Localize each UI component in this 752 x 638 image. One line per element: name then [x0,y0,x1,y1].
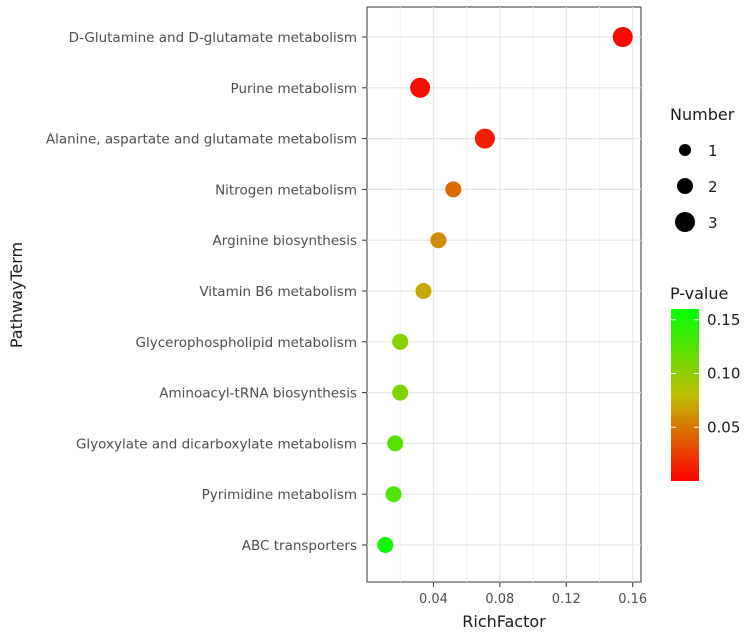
data-point [385,486,402,503]
size-legend-symbol [679,144,691,156]
color-legend-label: 0.05 [707,418,740,436]
color-legend-label: 0.10 [707,365,740,383]
data-point [430,232,447,249]
y-tick-label: Arginine biosynthesis [213,233,357,249]
color-legend-bar [671,309,699,481]
plot-background [366,6,642,583]
color-legend-ticks: 0.05 0.10 0.15 [671,311,740,436]
data-points [377,27,633,553]
data-point [392,333,409,350]
y-tick-label: Glyoxylate and dicarboxylate metabolism [76,436,357,452]
x-tick-label: 0.16 [618,592,647,607]
x-tick-label: 0.12 [552,592,581,607]
size-legend-label: 3 [708,214,718,232]
y-tick-label: Vitamin B6 metabolism [199,284,357,300]
data-point [415,283,432,299]
color-legend-label: 0.15 [707,311,740,329]
size-legend-label: 2 [708,178,718,196]
plot-panel [366,6,642,583]
data-point [445,181,462,198]
color-legend: P-value 0.05 0.10 0.15 [670,284,740,481]
y-tick-label: Pyrimidine metabolism [202,487,357,503]
y-tick-label: Aminoacyl-tRNA biosynthesis [159,386,357,402]
data-point [387,435,404,452]
y-axis-title: PathwayTerm [7,242,26,348]
data-point [377,537,394,553]
x-tick-label: 0.04 [419,592,448,607]
y-tick-label: D-Glutamine and D-glutamate metabolism [69,30,357,46]
size-legend: Number 1 2 3 [670,105,735,232]
data-point [392,384,409,401]
x-tick-label: 0.08 [485,592,514,607]
size-legend-items: 1 2 3 [675,142,718,232]
data-point [410,77,431,98]
y-tick-label: Alanine, aspartate and glutamate metabol… [46,132,357,148]
x-axis-title: RichFactor [462,612,546,631]
y-tick-label: ABC transporters [242,538,357,554]
y-tick-label: Glycerophospholipid metabolism [136,335,357,351]
size-legend-symbol [675,212,695,232]
size-legend-title: Number [670,105,735,124]
y-tick-label: Nitrogen metabolism [215,182,357,198]
data-point [612,27,633,47]
size-legend-symbol [677,178,693,194]
x-axis: 0.04 0.08 0.12 0.16 [419,582,647,607]
y-axis: D-Glutamine and D-glutamate metabolism Pu… [46,30,367,554]
size-legend-label: 1 [708,142,718,160]
color-legend-title: P-value [670,284,728,303]
y-tick-label: Purine metabolism [231,81,357,97]
data-point [474,128,495,149]
